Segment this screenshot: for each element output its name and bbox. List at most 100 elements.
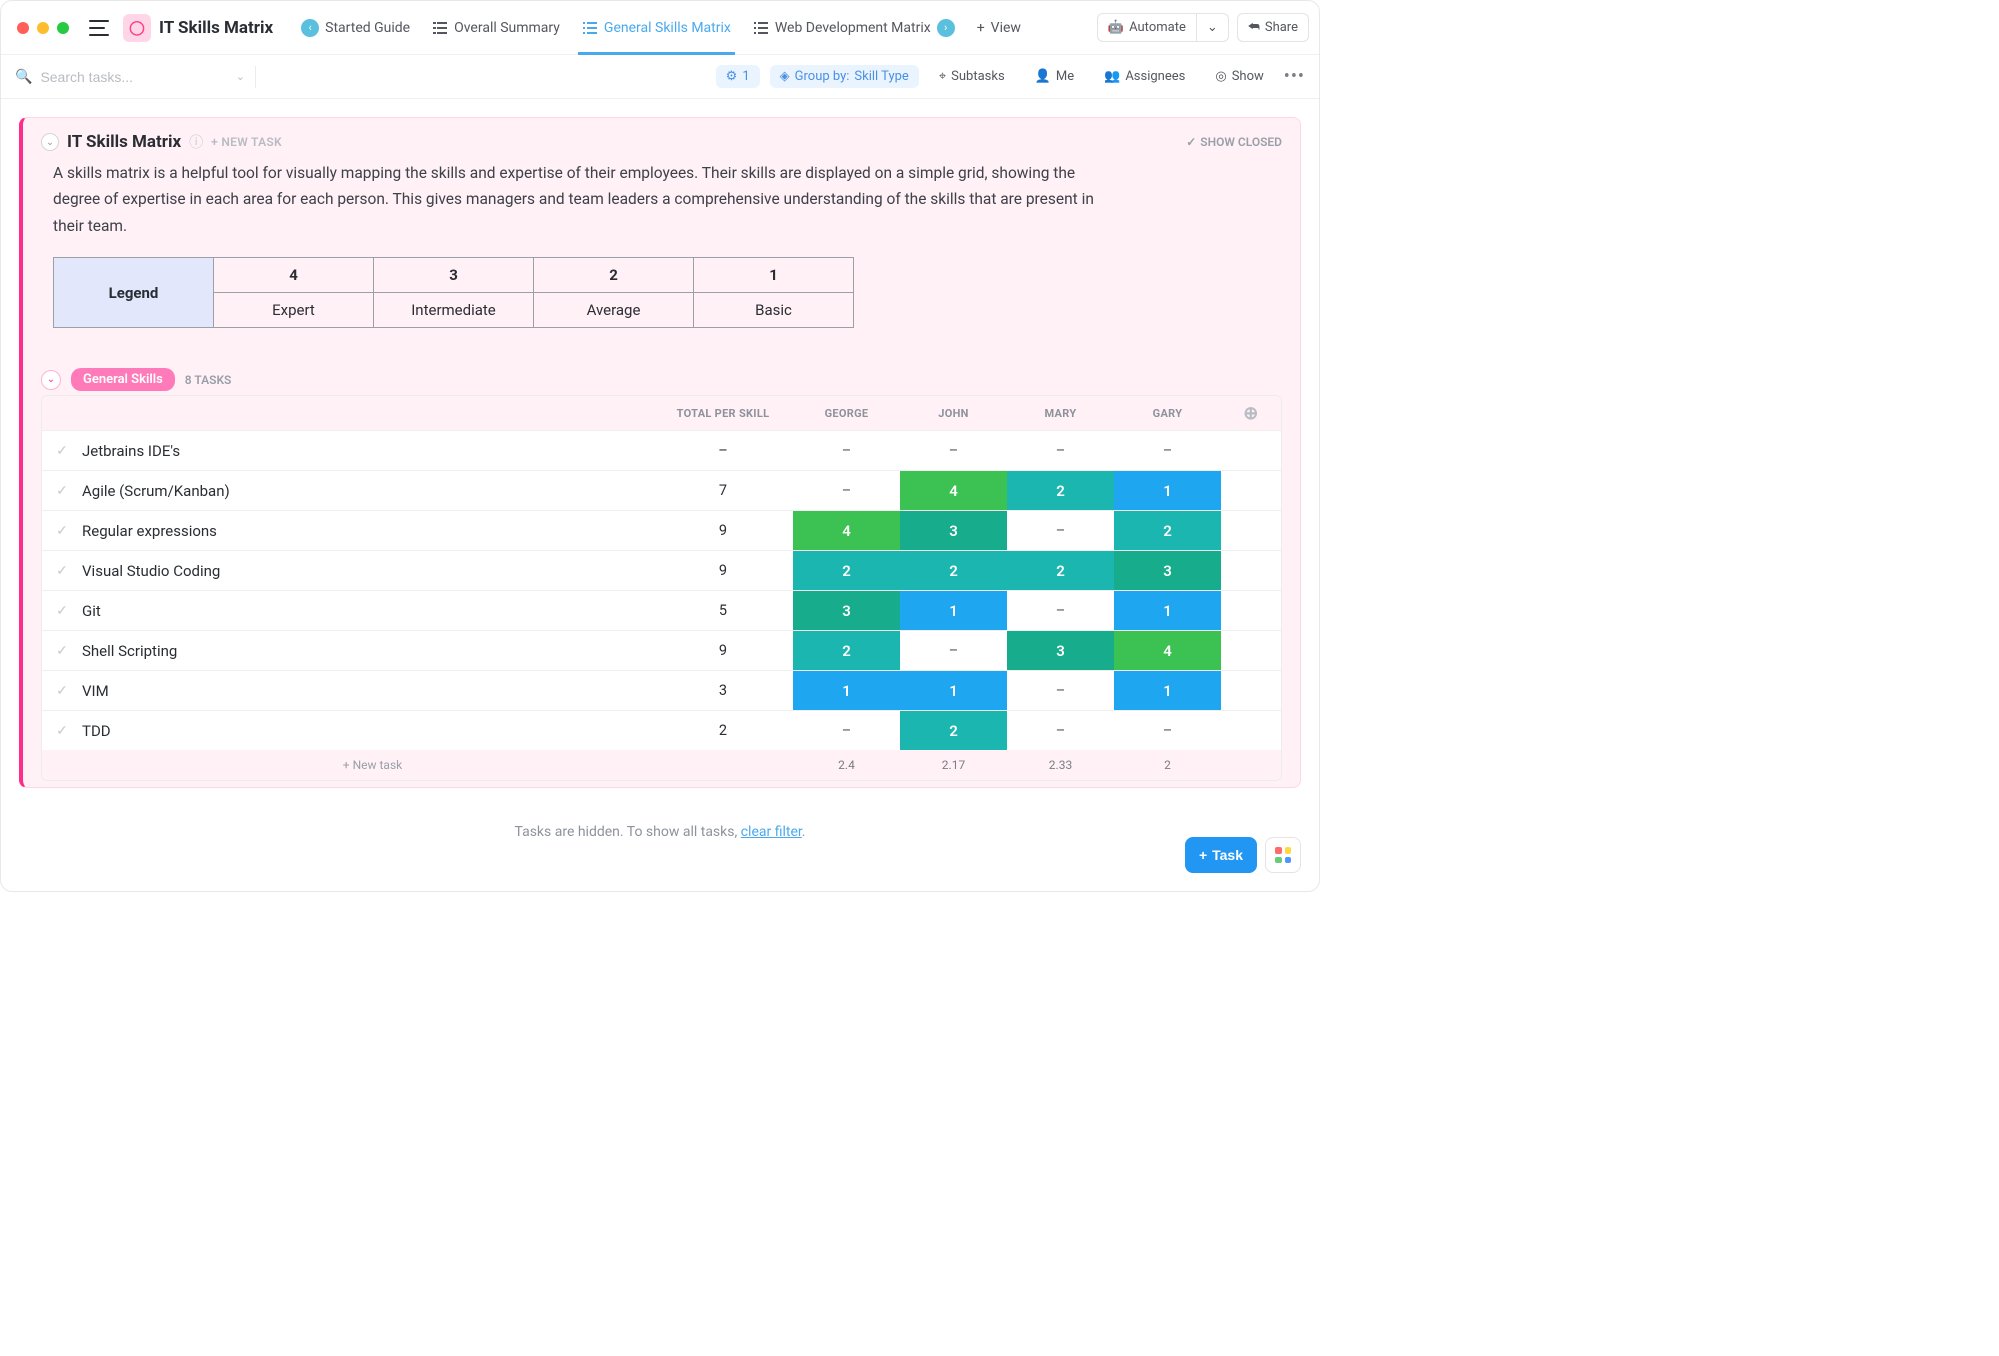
- tab-general-skills-matrix[interactable]: General Skills Matrix: [572, 14, 741, 42]
- skill-cell[interactable]: 2: [793, 551, 900, 590]
- clear-filter-link[interactable]: clear filter: [741, 824, 802, 840]
- skill-cell[interactable]: –: [793, 431, 900, 470]
- new-task-link[interactable]: + NEW TASK: [211, 135, 282, 149]
- skill-cell[interactable]: 4: [1114, 631, 1221, 670]
- skill-cell[interactable]: 1: [900, 671, 1007, 710]
- check-icon[interactable]: ✓: [42, 431, 82, 470]
- group-by-button[interactable]: ◈ Group by: Skill Type: [770, 65, 919, 88]
- column-header[interactable]: GARY: [1114, 407, 1221, 420]
- group-collapse-icon[interactable]: ⌄: [41, 370, 61, 390]
- skill-cell[interactable]: –: [1007, 671, 1114, 710]
- skill-cell[interactable]: 2: [900, 551, 1007, 590]
- skill-cell[interactable]: –: [793, 711, 900, 750]
- task-name[interactable]: VIM: [82, 671, 653, 710]
- skill-cell[interactable]: 3: [1007, 631, 1114, 670]
- automate-button[interactable]: 🤖 Automate: [1097, 13, 1197, 42]
- skill-cell[interactable]: 1: [1114, 671, 1221, 710]
- task-name[interactable]: Shell Scripting: [82, 631, 653, 670]
- task-name[interactable]: Agile (Scrum/Kanban): [82, 471, 653, 510]
- check-icon[interactable]: ✓: [42, 591, 82, 630]
- me-button[interactable]: 👤 Me: [1025, 65, 1084, 88]
- check-icon[interactable]: ✓: [42, 671, 82, 710]
- task-name[interactable]: Git: [82, 591, 653, 630]
- tab-overall-summary[interactable]: Overall Summary: [422, 14, 570, 42]
- search-icon: 🔍: [15, 69, 32, 85]
- check-icon[interactable]: ✓: [42, 631, 82, 670]
- skill-cell[interactable]: 4: [900, 471, 1007, 510]
- skill-cell[interactable]: 3: [793, 591, 900, 630]
- check-icon[interactable]: ✓: [42, 471, 82, 510]
- skill-cell[interactable]: 3: [1114, 551, 1221, 590]
- legend-label: Basic: [694, 293, 854, 328]
- subtasks-button[interactable]: ⌖ Subtasks: [929, 65, 1015, 88]
- task-count: 8 TASKS: [185, 373, 232, 387]
- add-view-button[interactable]: + View: [967, 14, 1031, 42]
- column-header[interactable]: TOTAL PER SKILL: [653, 407, 793, 420]
- show-closed-button[interactable]: ✓ SHOW CLOSED: [1186, 135, 1282, 149]
- skill-cell[interactable]: –: [1007, 431, 1114, 470]
- skill-cell[interactable]: 1: [1114, 591, 1221, 630]
- task-name[interactable]: Regular expressions: [82, 511, 653, 550]
- task-name[interactable]: Visual Studio Coding: [82, 551, 653, 590]
- collapse-toggle-icon[interactable]: ⌄: [41, 133, 59, 151]
- info-icon[interactable]: ⓘ: [189, 132, 203, 152]
- filter-button[interactable]: ⚙ 1: [716, 65, 760, 88]
- skill-cell[interactable]: 2: [900, 711, 1007, 750]
- column-header[interactable]: JOHN: [900, 407, 1007, 420]
- table-row[interactable]: ✓Visual Studio Coding92223: [42, 550, 1281, 590]
- table-row[interactable]: ✓Jetbrains IDE's–––––: [42, 430, 1281, 470]
- automate-dropdown[interactable]: ⌄: [1197, 13, 1229, 42]
- column-header[interactable]: MARY: [1007, 407, 1114, 420]
- share-label: Share: [1265, 20, 1298, 35]
- group-chip[interactable]: General Skills: [71, 368, 175, 391]
- skill-cell[interactable]: 1: [900, 591, 1007, 630]
- table-row[interactable]: ✓Git531–1: [42, 590, 1281, 630]
- close-window-icon[interactable]: [17, 22, 29, 34]
- skill-cell[interactable]: 4: [793, 511, 900, 550]
- automate-button-group: 🤖 Automate ⌄: [1097, 13, 1229, 42]
- show-button[interactable]: ◎ Show: [1205, 65, 1273, 88]
- skill-cell[interactable]: –: [1007, 591, 1114, 630]
- check-icon[interactable]: ✓: [42, 511, 82, 550]
- table-row[interactable]: ✓Agile (Scrum/Kanban)7–421: [42, 470, 1281, 510]
- tab-web-development-matrix[interactable]: Web Development Matrix ›: [743, 13, 965, 43]
- new-task-row[interactable]: + New task: [82, 758, 653, 772]
- skill-cell[interactable]: 2: [793, 631, 900, 670]
- chevron-down-icon[interactable]: ⌄: [236, 70, 245, 83]
- table-row[interactable]: ✓Shell Scripting92–34: [42, 630, 1281, 670]
- skill-cell[interactable]: 2: [1007, 471, 1114, 510]
- apps-button[interactable]: [1265, 837, 1301, 873]
- task-name[interactable]: TDD: [82, 711, 653, 750]
- add-column-icon[interactable]: ⊕: [1221, 403, 1281, 424]
- check-icon[interactable]: ✓: [42, 551, 82, 590]
- skill-cell[interactable]: 1: [793, 671, 900, 710]
- skill-cell[interactable]: –: [793, 471, 900, 510]
- column-header[interactable]: GEORGE: [793, 407, 900, 420]
- skill-cell[interactable]: 3: [900, 511, 1007, 550]
- more-menu-icon[interactable]: •••: [1284, 66, 1305, 87]
- skill-cell[interactable]: 1: [1114, 471, 1221, 510]
- minimize-window-icon[interactable]: [37, 22, 49, 34]
- skill-cell[interactable]: 2: [1114, 511, 1221, 550]
- table-row[interactable]: ✓VIM311–1: [42, 670, 1281, 710]
- table-row[interactable]: ✓Regular expressions943–2: [42, 510, 1281, 550]
- tab-started-guide[interactable]: ‹ Started Guide: [291, 13, 420, 43]
- assignees-button[interactable]: 👥 Assignees: [1094, 65, 1195, 88]
- topbar: ◯ IT Skills Matrix ‹ Started Guide Overa…: [1, 1, 1319, 55]
- share-button[interactable]: ⮪ Share: [1237, 13, 1309, 42]
- skill-cell[interactable]: –: [1114, 711, 1221, 750]
- check-icon[interactable]: ✓: [42, 711, 82, 750]
- automate-label: Automate: [1129, 20, 1186, 35]
- hamburger-menu-icon[interactable]: [89, 20, 109, 36]
- task-name[interactable]: Jetbrains IDE's: [82, 431, 653, 470]
- skill-cell[interactable]: 2: [1007, 551, 1114, 590]
- skill-cell[interactable]: –: [1007, 511, 1114, 550]
- search-input[interactable]: [40, 69, 200, 85]
- new-task-button[interactable]: + Task: [1185, 837, 1257, 873]
- skill-cell[interactable]: –: [900, 631, 1007, 670]
- skill-cell[interactable]: –: [1114, 431, 1221, 470]
- skill-cell[interactable]: –: [900, 431, 1007, 470]
- maximize-window-icon[interactable]: [57, 22, 69, 34]
- table-row[interactable]: ✓TDD2–2––: [42, 710, 1281, 750]
- skill-cell[interactable]: –: [1007, 711, 1114, 750]
